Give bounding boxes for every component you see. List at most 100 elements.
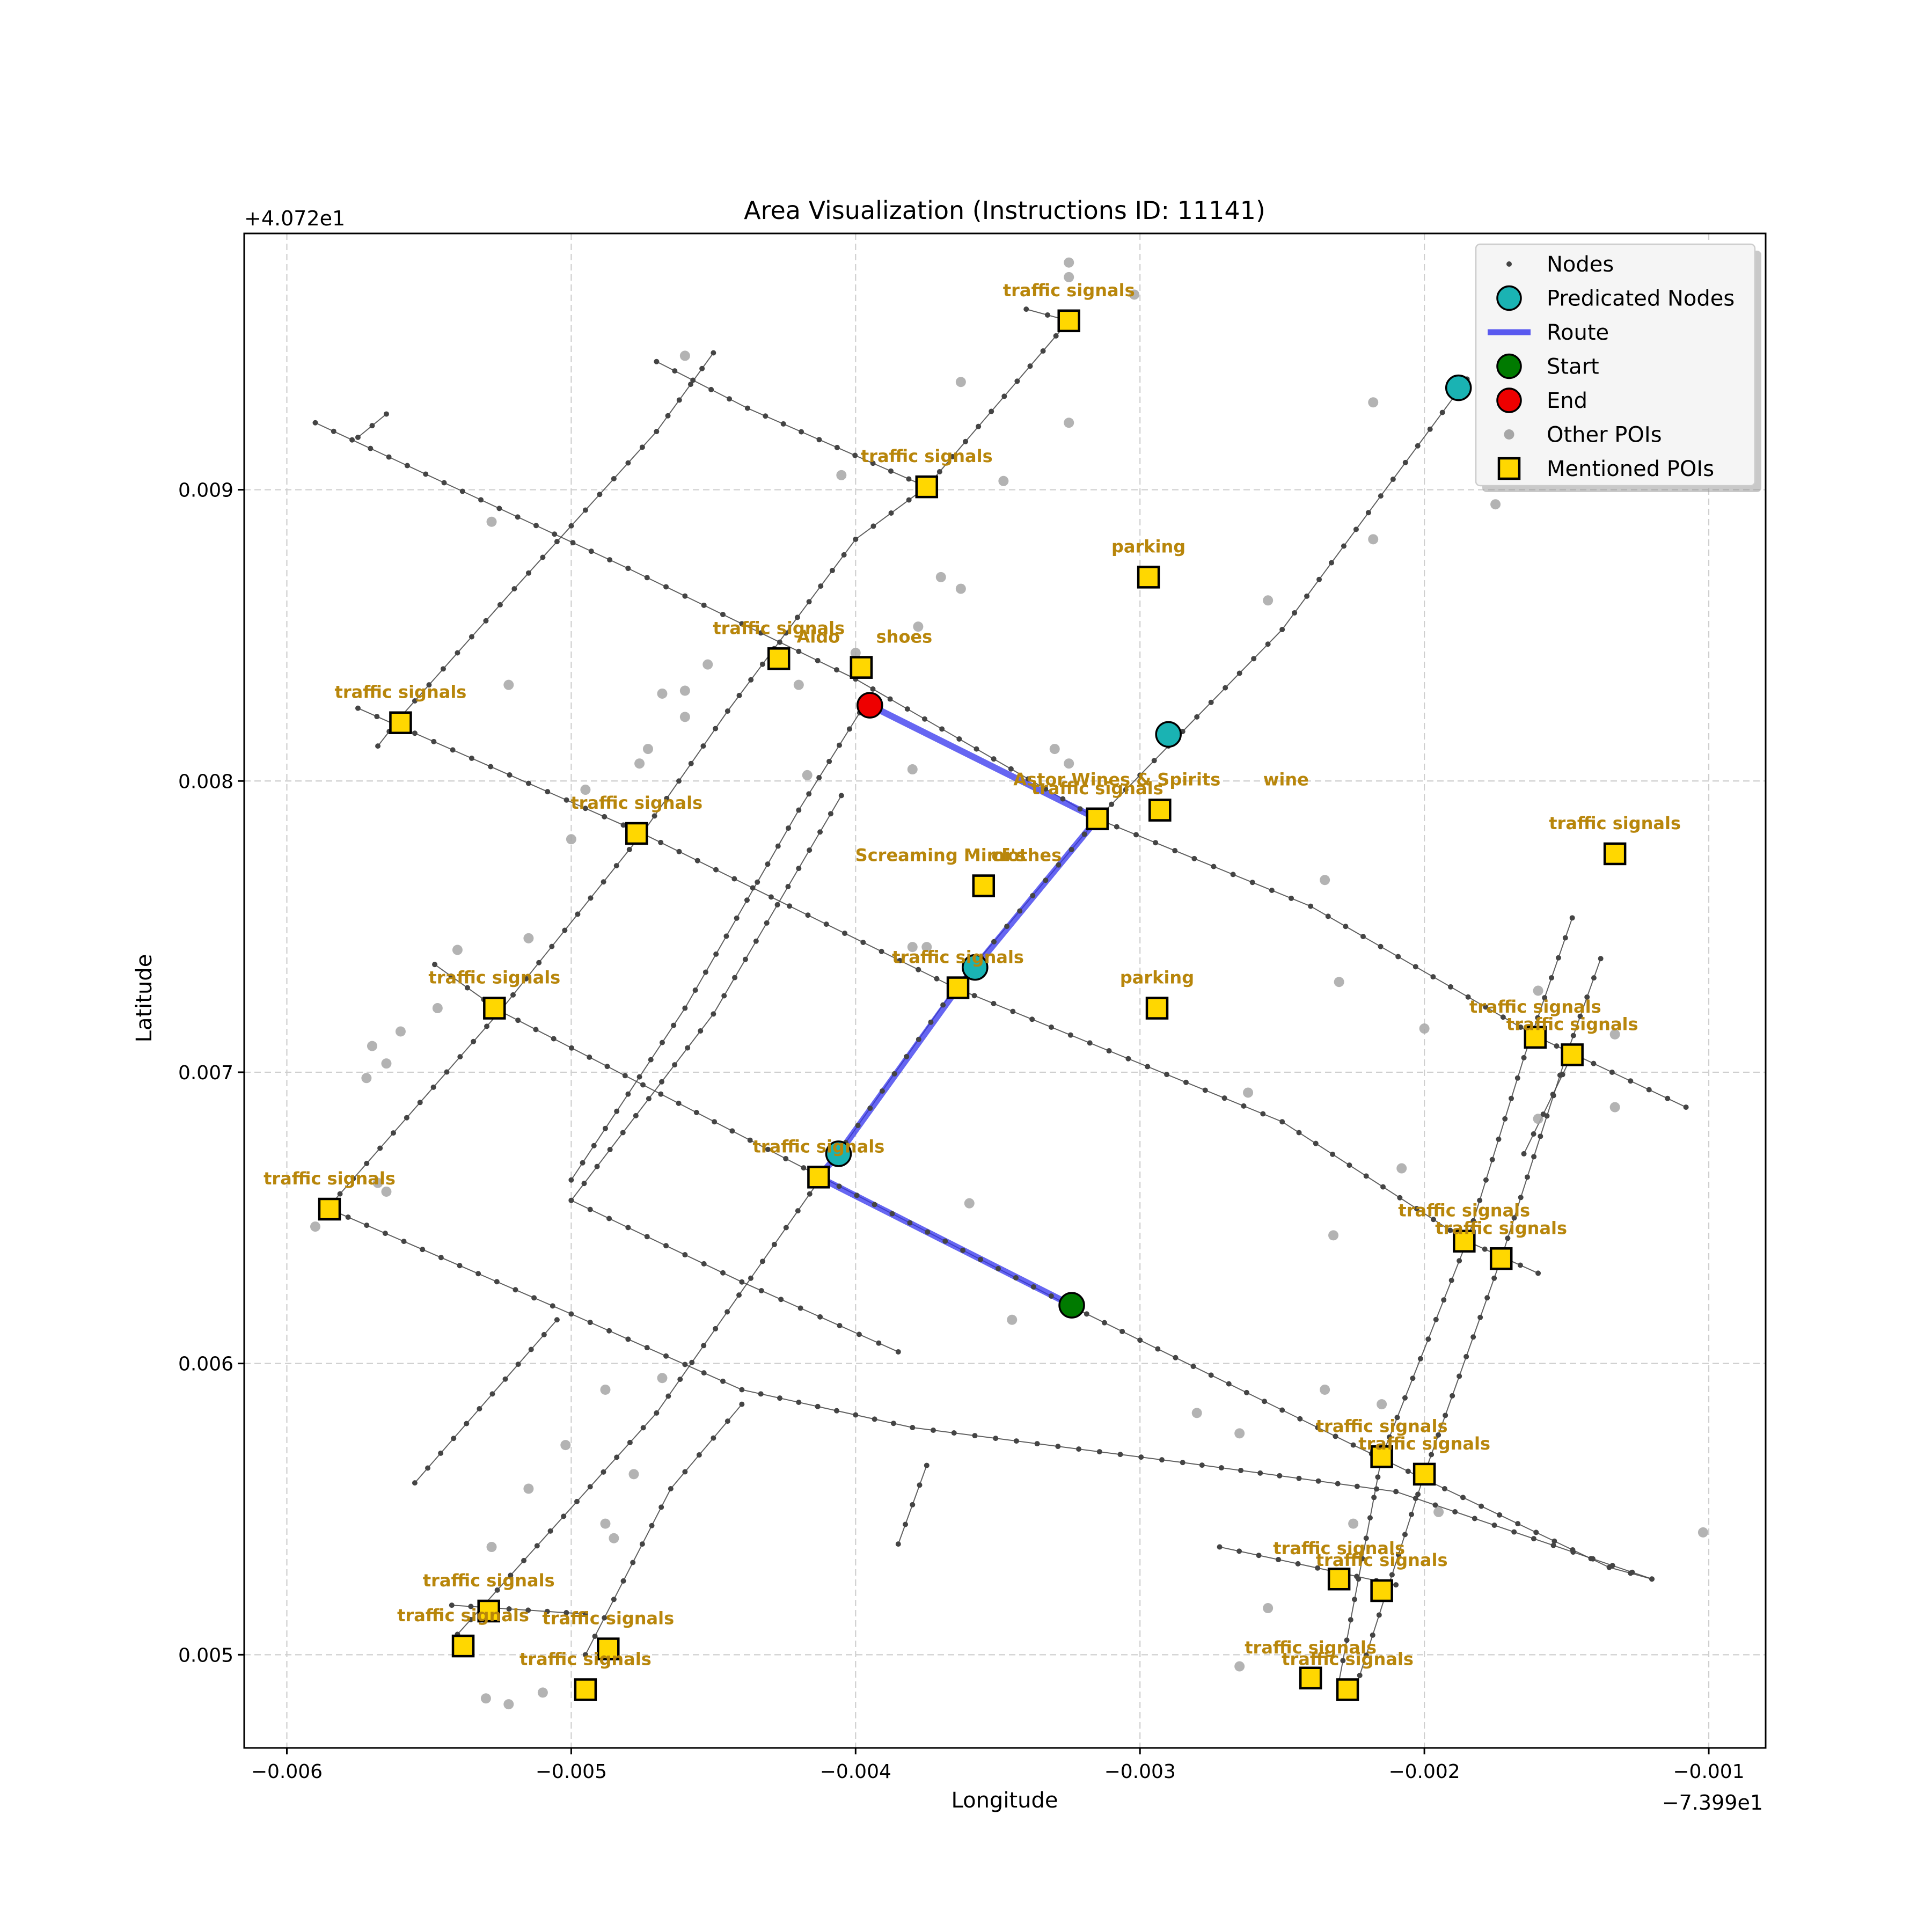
node-dot: [568, 1045, 574, 1051]
node-dot: [1117, 1452, 1123, 1458]
other-poi: [1263, 595, 1274, 606]
node-dot: [711, 1011, 716, 1017]
node-dot: [1279, 1119, 1285, 1125]
legend-node-icon: [1506, 261, 1512, 267]
node-dot: [1315, 1478, 1321, 1484]
node-dot: [888, 468, 894, 474]
y-offset-label: +4.072e1: [244, 207, 345, 230]
node-dot: [708, 386, 714, 392]
node-dot: [758, 1391, 764, 1397]
other-poi: [998, 475, 1009, 486]
node-dot: [471, 1038, 477, 1044]
mentioned-poi-marker: [1561, 1043, 1584, 1066]
node-dot: [1119, 1328, 1125, 1334]
node-dot: [582, 806, 588, 811]
node-dot: [1443, 1413, 1448, 1418]
node-dot: [1001, 393, 1007, 399]
node-dot: [853, 1412, 859, 1418]
node-dot: [1489, 1157, 1495, 1162]
node-dot: [777, 1395, 782, 1401]
node-dot: [625, 1225, 631, 1231]
mentioned-poi-marker: [1327, 1567, 1351, 1591]
node-dot: [646, 1096, 652, 1102]
node-dot: [1241, 1103, 1247, 1109]
grid-layer: [244, 233, 1766, 1748]
node-dot: [1296, 1475, 1302, 1481]
node-dot: [879, 1088, 885, 1094]
node-dot: [1279, 1407, 1285, 1413]
node-dot: [872, 1202, 877, 1208]
node-dot: [1447, 1227, 1453, 1233]
node-dot: [1395, 954, 1401, 960]
node-dot: [780, 421, 786, 427]
node-dot: [771, 1241, 777, 1247]
node-dot: [775, 843, 781, 849]
mentioned-poi-marker: [1370, 1579, 1393, 1602]
node-dot: [1353, 526, 1359, 532]
mentioned-poi-label: parking: [1111, 536, 1185, 557]
node-dot: [816, 775, 822, 781]
node-dot: [1376, 1612, 1382, 1618]
other-poi: [480, 1693, 491, 1704]
other-poi: [702, 659, 713, 670]
mentioned-poi-label: traffic signals: [753, 1136, 885, 1157]
node-dot: [1348, 1617, 1353, 1623]
node-dot: [702, 969, 708, 975]
node-dot: [1048, 1293, 1054, 1299]
node-dot: [1433, 1316, 1439, 1322]
other-poi: [642, 744, 653, 755]
node-dot: [1609, 1563, 1615, 1569]
node-dot: [525, 570, 531, 576]
mentioned-poi-marker: [477, 1599, 500, 1623]
node-dot: [949, 453, 955, 459]
node-dot: [1484, 1295, 1490, 1301]
node-dot: [1378, 493, 1384, 499]
node-dot: [907, 1220, 913, 1226]
node-dot: [1354, 1483, 1360, 1489]
node-dot: [837, 742, 843, 748]
node-dot: [575, 911, 581, 917]
node-dot: [974, 746, 979, 752]
mentioned-poi-marker: [850, 656, 873, 679]
node-dot: [682, 593, 688, 599]
node-dot: [582, 507, 588, 513]
other-poi: [657, 688, 668, 699]
mentioned-poi-marker: [767, 647, 791, 670]
node-dot: [591, 1143, 597, 1148]
mentioned-poi-label: traffic signals: [1549, 813, 1681, 833]
node-dot: [1432, 1502, 1438, 1508]
node-dot: [1343, 924, 1349, 930]
node-dot: [685, 1045, 691, 1051]
node-dot: [386, 454, 392, 460]
node-dot: [1402, 1395, 1408, 1401]
node-dot: [895, 1349, 901, 1355]
other-poi: [367, 1041, 377, 1051]
node-dot: [440, 666, 446, 672]
node-dot: [1029, 1016, 1035, 1022]
node-dot: [736, 692, 742, 698]
node-dot: [889, 1211, 895, 1217]
other-poi: [310, 1221, 320, 1232]
node-dot: [727, 396, 733, 402]
node-dot: [736, 1292, 742, 1298]
node-dot: [720, 1270, 726, 1276]
node-dot: [513, 1287, 518, 1293]
node-dot: [1394, 1415, 1400, 1421]
node-dot: [457, 1054, 463, 1060]
node-dot: [630, 1560, 636, 1565]
legend: Nodes Predicated Nodes Route Start End Other …: [1475, 243, 1761, 492]
mentioned-poi-marker: [915, 475, 939, 499]
node-dot: [562, 927, 568, 933]
node-dot: [698, 1028, 704, 1034]
node-dot: [1211, 863, 1217, 869]
node-dot: [1208, 1372, 1214, 1378]
node-dot: [1313, 1140, 1319, 1146]
node-dot: [748, 1275, 753, 1281]
node-dot: [1265, 641, 1271, 647]
node-dot: [625, 460, 631, 466]
predicted-node: [825, 1140, 852, 1167]
node-dot: [468, 1616, 474, 1622]
node-dot: [355, 434, 361, 440]
node-dot: [1044, 312, 1050, 318]
